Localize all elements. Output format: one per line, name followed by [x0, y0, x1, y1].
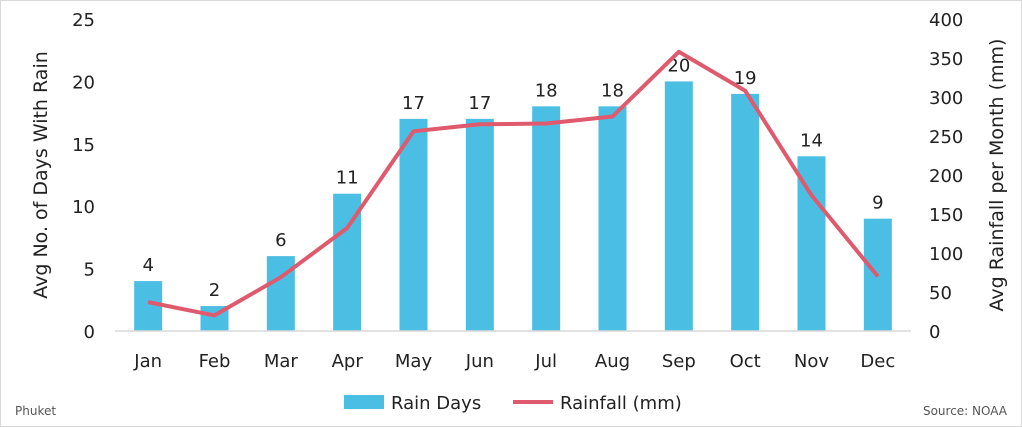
y2-tick-label: 200 [929, 166, 963, 187]
location-label: Phuket [15, 404, 57, 418]
y2-tick-label: 100 [929, 244, 963, 265]
x-tick-label: May [395, 351, 433, 372]
data-label: 9 [872, 193, 883, 214]
bar [664, 81, 693, 332]
y-axis-title: Avg No. of Days With Rain [30, 51, 52, 299]
legend-label-rain-days: Rain Days [391, 393, 481, 414]
data-label: 17 [468, 93, 491, 114]
data-label: 19 [734, 68, 757, 89]
data-label: 4 [142, 255, 153, 276]
y-tick-label: 25 [72, 10, 95, 31]
bar [598, 106, 627, 331]
y-tick-label: 0 [84, 322, 95, 343]
y2-tick-label: 300 [929, 88, 963, 109]
data-label: 18 [601, 80, 624, 101]
x-tick-label: Dec [860, 351, 895, 372]
y2-axis-title: Avg Rainfall per Month (mm) [986, 39, 1008, 312]
y-tick-label: 5 [84, 260, 95, 281]
y2-tick-label: 150 [929, 205, 963, 226]
source-label: Source: NOAA [922, 404, 1007, 418]
x-tick-label: Feb [199, 351, 231, 372]
y2-tick-label: 350 [929, 49, 963, 70]
data-label: 17 [402, 93, 425, 114]
x-tick-label: Sep [662, 351, 696, 372]
y-tick-label: 10 [72, 197, 95, 218]
data-label: 6 [275, 230, 286, 251]
bar [731, 93, 760, 331]
bar [465, 118, 494, 331]
x-tick-label: Jul [534, 351, 557, 372]
y2-tick-label: 400 [929, 10, 963, 31]
bar [399, 118, 428, 331]
bar [266, 256, 295, 331]
bar [797, 156, 826, 331]
x-tick-label: Mar [264, 351, 299, 372]
data-label: 2 [209, 280, 220, 301]
x-tick-label: Oct [730, 351, 761, 372]
data-label: 11 [336, 168, 359, 189]
y-tick-label: 20 [72, 72, 95, 93]
data-label: 18 [535, 80, 558, 101]
legend-swatch-rain-days [344, 395, 384, 409]
x-tick-label: Nov [794, 351, 829, 372]
x-tick-label: Jun [465, 351, 494, 372]
y-tick-label: 15 [72, 135, 95, 156]
x-tick-label: Jan [133, 351, 162, 372]
x-tick-label: Aug [595, 351, 630, 372]
rainfall-line [147, 49, 880, 318]
x-tick-label: Apr [332, 351, 364, 372]
data-label: 14 [800, 130, 823, 151]
bar [532, 106, 561, 331]
y2-tick-label: 50 [929, 283, 952, 304]
legend-label-rainfall: Rainfall (mm) [560, 393, 682, 414]
y2-tick-label: 250 [929, 127, 963, 148]
data-label: 20 [667, 55, 690, 76]
y2-tick-label: 0 [929, 322, 940, 343]
